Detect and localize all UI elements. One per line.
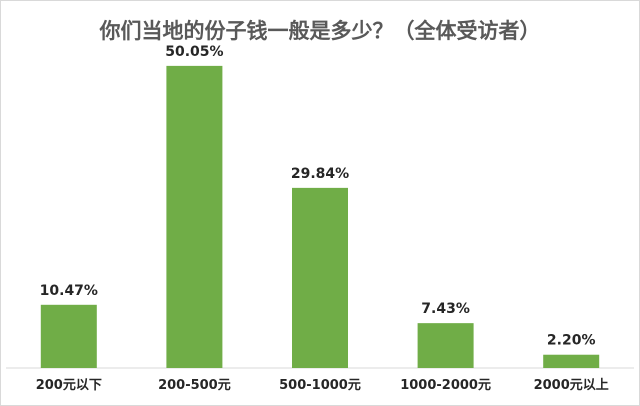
category-label-2: 500-1000元 bbox=[279, 378, 361, 393]
category-label-1: 200-500元 bbox=[158, 378, 231, 393]
bar-4 bbox=[543, 354, 600, 368]
data-label-0: 10.47% bbox=[40, 283, 98, 299]
data-label-1: 50.05% bbox=[165, 44, 223, 60]
data-label-2: 29.84% bbox=[291, 166, 349, 182]
category-label-4: 2000元以上 bbox=[534, 378, 609, 393]
bar-0 bbox=[40, 304, 97, 368]
chart-title: 你们当地的份子钱一般是多少？（全体受访者） bbox=[99, 19, 541, 43]
bar-3 bbox=[417, 323, 474, 368]
data-label-3: 7.43% bbox=[421, 301, 470, 317]
category-label-3: 1000-2000元 bbox=[400, 378, 491, 393]
bar-1 bbox=[166, 65, 223, 368]
category-label-0: 200元以下 bbox=[36, 378, 102, 393]
bar-2 bbox=[292, 187, 348, 368]
data-label-4: 2.20% bbox=[547, 333, 596, 349]
